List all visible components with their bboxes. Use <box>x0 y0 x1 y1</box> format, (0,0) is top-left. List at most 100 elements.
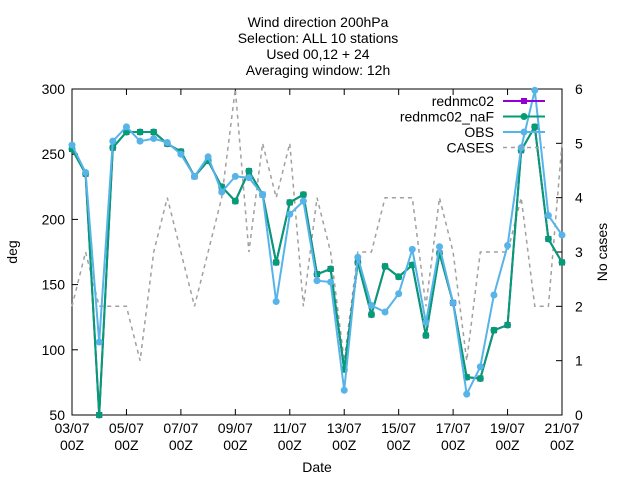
title-line: Averaging window: 12h <box>246 62 391 78</box>
series-point-obs <box>367 301 375 309</box>
series-point-obs <box>490 291 498 299</box>
series-point-obs <box>272 298 280 306</box>
legend-label-rednmc02-naf: rednmc02_naF <box>400 109 494 125</box>
series-point-obs <box>313 277 321 285</box>
series-point-rednmc02-naf <box>367 311 375 319</box>
series-point-obs <box>504 241 512 249</box>
x-tick-label: 00Z <box>114 437 139 453</box>
series-point-obs <box>218 188 226 196</box>
series-point-obs <box>191 172 198 180</box>
x-tick-label: 11/07 <box>273 420 307 436</box>
y2-tick-label: 3 <box>575 244 583 260</box>
series-point-obs <box>476 363 484 371</box>
series-point-rednmc02-naf <box>150 128 158 136</box>
y2-tick-label: 4 <box>575 190 583 206</box>
series-point-rednmc02-naf <box>245 167 253 175</box>
series-point-obs <box>381 308 389 316</box>
x-tick-label: 21/07 <box>544 420 579 436</box>
x-tick-label: 07/07 <box>163 420 198 436</box>
y-tick-label: 50 <box>49 407 65 423</box>
series-point-rednmc02-naf <box>286 198 294 206</box>
x-tick-label: 00Z <box>60 437 85 453</box>
series <box>68 86 566 419</box>
y-axis-label: deg <box>4 240 20 263</box>
title-line: Used 00,12 + 24 <box>266 46 369 62</box>
series-point-rednmc02-naf <box>504 321 512 329</box>
legend-marker-obs <box>520 128 528 136</box>
x-tick-label: 09/07 <box>218 420 253 436</box>
series-point-obs <box>354 253 362 261</box>
series-point-obs <box>259 191 267 199</box>
series-point-obs <box>395 290 403 298</box>
x-tick-label: 17/07 <box>436 420 471 436</box>
x-tick-label: 00Z <box>441 437 466 453</box>
x-tick-label: 15/07 <box>381 420 416 436</box>
x-tick-label: 05/07 <box>109 420 144 436</box>
y-tick-label: 250 <box>42 146 66 162</box>
series-point-obs <box>327 278 335 286</box>
y2-tick-label: 2 <box>575 298 583 314</box>
legend-label-obs: OBS <box>464 124 494 140</box>
series-point-obs <box>109 137 117 145</box>
y-tick-label: 100 <box>42 342 66 358</box>
series-line-cases <box>71 88 563 361</box>
series-point-obs <box>436 243 443 251</box>
x-tick-label: 00Z <box>332 437 357 453</box>
series-point-obs <box>245 174 253 182</box>
series-point-rednmc02-naf <box>231 197 239 205</box>
series-point-obs <box>463 390 471 398</box>
series-point-rednmc02-naf <box>327 265 335 273</box>
x-tick-label: 00Z <box>387 437 412 453</box>
series-point-rednmc02-naf <box>531 123 539 131</box>
series-point-rednmc02-naf <box>95 411 103 419</box>
series-point-obs <box>150 135 158 143</box>
series-point-obs <box>122 123 130 131</box>
series-point-rednmc02-naf <box>272 258 280 266</box>
title-line: Selection: ALL 10 stations <box>238 30 399 46</box>
series-point-obs <box>204 153 212 161</box>
series-point-rednmc02-naf <box>381 262 389 270</box>
x-tick-label: 03/07 <box>54 420 89 436</box>
series-point-rednmc02-naf <box>544 235 552 243</box>
x-tick-label: 13/07 <box>327 420 362 436</box>
series-point-obs <box>558 231 566 239</box>
series-point-obs <box>231 172 239 180</box>
y2-tick-label: 5 <box>575 135 583 151</box>
y2-axis: 0 1 2 3 4 5 6 <box>556 81 583 423</box>
series-point-rednmc02-naf <box>299 191 307 199</box>
series-point-rednmc02-naf <box>558 258 566 266</box>
x-tick-label: 19/07 <box>490 420 525 436</box>
x-tick-label: 00Z <box>169 437 194 453</box>
series-point-obs <box>136 137 144 145</box>
y-axis: 50 100 150 200 250 300 <box>42 81 78 423</box>
y-tick-label: 200 <box>42 211 66 227</box>
y-tick-label: 150 <box>42 277 66 293</box>
series-point-rednmc02-naf <box>490 326 498 334</box>
legend-label-rednmc02: rednmc02 <box>432 93 494 109</box>
y2-tick-label: 1 <box>575 353 583 369</box>
series-point-obs <box>163 138 171 146</box>
series-point-obs <box>177 150 185 158</box>
series-point-obs <box>68 141 76 149</box>
x-tick-label: 00Z <box>278 437 303 453</box>
series-point-obs <box>531 86 539 94</box>
x-tick-label: 00Z <box>495 437 520 453</box>
x-tick-label: 00Z <box>223 437 248 453</box>
series-point-obs <box>299 197 307 205</box>
x-axis: 03/0700Z05/0700Z07/0700Z09/0700Z11/0700Z… <box>54 89 580 453</box>
series-point-obs <box>449 299 457 307</box>
legend-marker-rednmc02-naf <box>520 113 528 120</box>
series-point-rednmc02-naf <box>422 331 430 339</box>
x-tick-label: 00Z <box>550 437 575 453</box>
series-point-obs <box>408 245 416 253</box>
y2-tick-label: 6 <box>575 81 583 97</box>
series-point-obs <box>95 338 103 346</box>
series-point-rednmc02-naf <box>122 128 130 136</box>
series-point-obs <box>82 168 90 176</box>
series-point-obs <box>544 211 552 219</box>
series-point-rednmc02-naf <box>476 374 484 382</box>
x-axis-label: Date <box>302 459 332 475</box>
